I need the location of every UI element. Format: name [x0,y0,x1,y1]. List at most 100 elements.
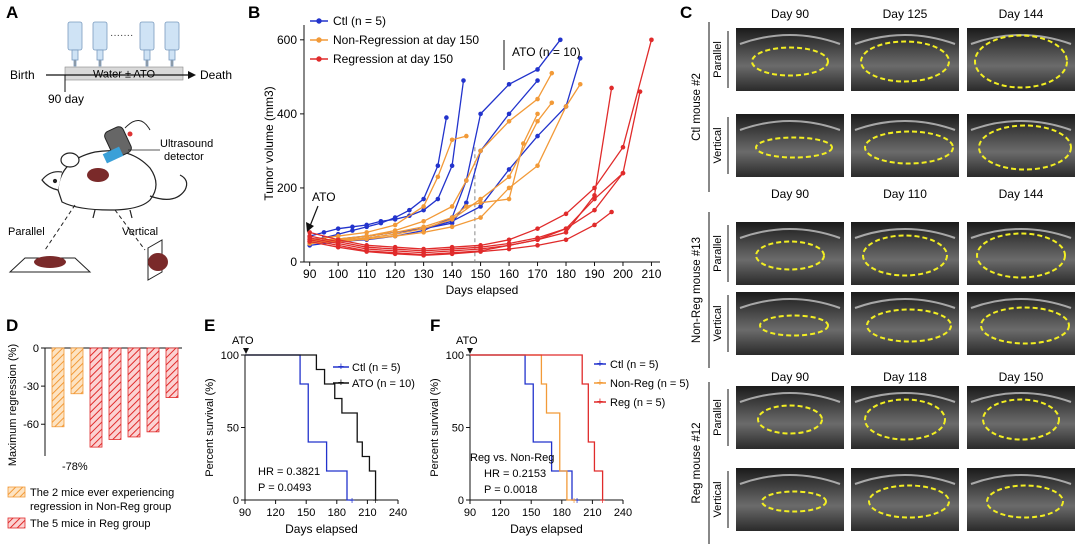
legend-b-ctl-marker [316,18,322,24]
censor-mark: + [373,496,379,507]
tissue-layer [739,34,841,45]
x-tick-label: 150 [522,507,540,519]
parallel-label: Parallel [8,226,45,238]
series-line-b [309,172,624,256]
data-point-b [506,196,512,202]
tissue-layer [739,228,841,239]
data-point-b [506,246,512,252]
hr-f: HR = 0.2153 [484,468,546,480]
series-line-b [309,72,553,243]
ultrasound-label: Ultrasound [160,138,213,150]
legend-d-nonreg-label-2: regression in Non-Reg group [30,501,171,513]
y-tick-label: 100 [221,350,239,362]
tumor-outline [866,308,952,343]
panel-letter-b: B [248,3,260,22]
data-point-b [592,207,597,213]
ultrasound-probe [102,120,151,164]
ato-label-f: ATO [456,335,478,347]
day-label: Day 90 [771,7,809,21]
data-point-b [506,243,512,248]
treatment-bar [64,66,184,81]
data-point-b [535,243,540,248]
data-point-b [449,220,455,226]
ato-label-e: ATO [232,335,254,347]
tumor-outline [978,124,1072,171]
data-point-b [421,226,426,231]
data-point-b [535,67,540,72]
tumor-outline [755,240,825,271]
ato-marker-e [243,348,249,354]
x-tick-label-b: 110 [357,267,376,281]
panel-letter-f: F [430,316,440,335]
day-label: Day 125 [883,7,928,21]
data-point-b [535,133,540,139]
panel-a: A ······· Water ± ATO Birth Death 90 day [6,3,232,281]
detector-label: detector [164,151,204,163]
x-tick-label: 90 [464,507,476,519]
vertical-label: Vertical [122,226,158,238]
data-point-b [449,224,455,230]
series-line-b [309,102,553,245]
regression-bar [70,347,84,395]
ultrasound-image [967,222,1075,285]
y-axis-title-d: Maximum regression (%) [7,344,19,466]
data-point-b [535,111,540,117]
series-line-b [309,211,612,256]
data-point-b [407,207,412,213]
data-point-b [506,118,512,124]
tumor-outline [862,234,948,277]
panel-b: B 0 200 400 600 90 100 110 120 130 140 150 160 170 18… [248,3,662,297]
data-point-b [535,163,540,169]
data-point-b [464,133,469,139]
ato-start-arrow [309,205,319,227]
parallel-plane-diagram [8,256,92,273]
data-point-b [335,244,341,250]
x-tick-label-b: 210 [641,267,661,281]
vertical-plane-diagram [147,239,168,281]
regression-bar [165,347,179,398]
tissue-layer [739,474,841,485]
data-point-b [549,70,555,76]
x-tick-label-b: 200 [613,267,633,281]
data-point-b [478,148,483,154]
data-point-b [307,239,312,244]
y-axis-title: Percent survival (%) [429,378,441,476]
ato-start-annotation: ATO [312,190,336,204]
ultrasound-image [851,292,959,355]
ultrasound-image [851,114,959,177]
row-label: Parallel [712,399,724,436]
data-point-b [464,204,469,209]
panel-letter-a: A [6,3,18,22]
ultrasound-image-grid: Ctl mouse #2 Day 90 Day 125 Day 144 Parallel… [691,7,1075,544]
data-point-b [449,251,455,257]
data-point-b [392,215,398,220]
row-label: Parallel [712,41,724,78]
y-tick-label-d: -30 [23,381,39,393]
data-point-b [350,228,355,233]
data-point-b [535,96,540,102]
legend-d-nonreg-swatch [7,486,26,498]
data-point-b [563,230,569,235]
data-point-b [464,178,469,183]
day-label: Day 144 [999,187,1044,201]
max-regression-chart: 0 -30 -60 Maximum regression (%) [7,343,182,466]
data-point-b [421,204,426,209]
data-point-b [637,89,643,94]
legend-b-nonreg-label: Non-Regression at day 150 [333,33,479,47]
vertical-dash-line [114,209,146,251]
data-point-b [592,222,597,228]
data-point-b [478,200,483,206]
legend-e-ctl-label: Ctl (n = 5) [352,362,401,374]
ultrasound-image [967,292,1075,355]
x-tick-label-b: 160 [499,267,519,281]
x-tick-label: 240 [614,507,632,519]
ultrasound-image [736,222,844,285]
tissue-layer [970,120,1072,131]
legend-e-ato-marker: + [338,377,344,389]
data-point-b [506,174,512,180]
data-point-b [461,78,466,83]
censor-mark: + [349,496,355,507]
data-point-b [520,141,526,146]
regression-bar [108,347,122,440]
tumor-outline [980,306,1070,345]
